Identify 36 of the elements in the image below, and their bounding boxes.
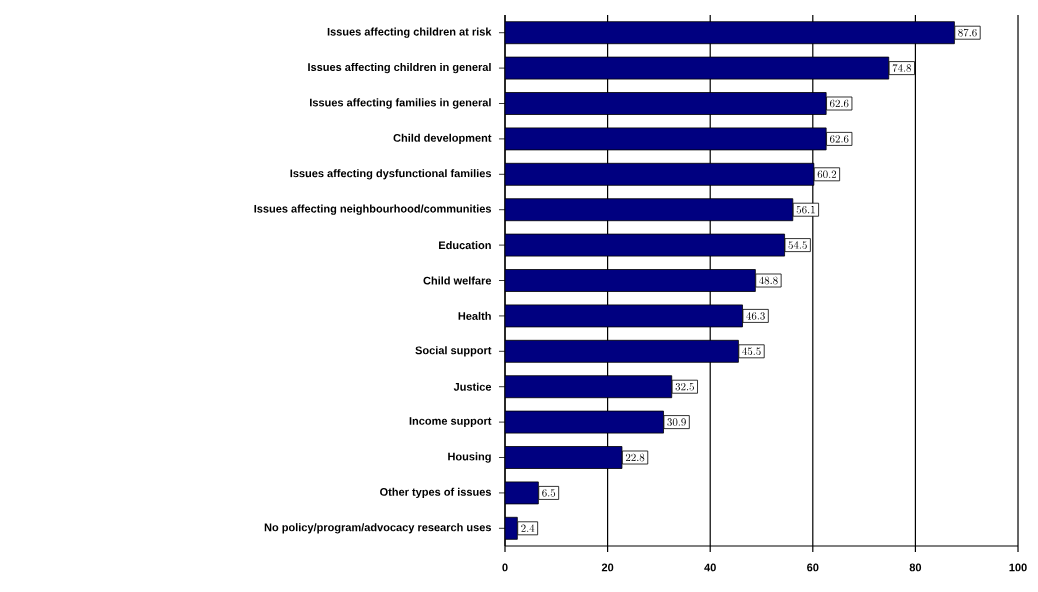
- data-label: 62.6: [830, 135, 849, 143]
- y-tick-label: Income support: [409, 417, 492, 428]
- data-label: 54.5: [788, 241, 807, 249]
- x-tick-label: 20: [601, 563, 614, 572]
- y-tick-label: Health: [458, 311, 491, 320]
- y-tick-label: Education: [439, 241, 491, 250]
- y-tick-label: No policy/program/advocacy research uses: [264, 523, 492, 534]
- y-tick-label: Issues affecting neighbourhood/communities: [254, 204, 492, 215]
- y-tick-label: Issues affecting dysfunctional families: [290, 169, 492, 180]
- y-tick-label: Social support: [415, 346, 492, 357]
- data-label: 48.8: [759, 276, 778, 285]
- y-tick-label: Justice: [453, 382, 492, 391]
- x-tick-label: 100: [1009, 563, 1027, 572]
- y-tick-label: Child development: [393, 133, 492, 145]
- y-tick-label: Housing: [448, 452, 491, 463]
- data-label: 2.4: [521, 524, 535, 532]
- x-tick-label: 60: [807, 563, 819, 572]
- data-label: 22.8: [625, 453, 645, 462]
- y-tick-label: Issues affecting children in general: [308, 62, 491, 74]
- data-label: 87.6: [958, 28, 977, 37]
- y-tick-label: Other types of issues: [380, 487, 492, 499]
- data-label: 6.5: [542, 489, 556, 497]
- data-label: 45.5: [742, 347, 761, 356]
- x-tick-label: 0: [502, 563, 508, 572]
- y-tick-label: Issues affecting children at risk: [327, 27, 492, 38]
- y-tick-label: Issues affecting families in general: [310, 98, 491, 109]
- data-label: 74.8: [892, 64, 912, 72]
- data-label: 32.5: [675, 382, 694, 391]
- data-label: 56. 1: [796, 205, 815, 214]
- x-tick-label: 80: [909, 563, 922, 572]
- data-label: 62.6: [830, 99, 849, 108]
- data-label: 60.2: [817, 170, 837, 179]
- x-tick-label: 40: [704, 563, 716, 572]
- data-label: 46.3: [746, 312, 765, 320]
- y-tick-label: Child welfare: [423, 276, 492, 285]
- data-label: 30.9: [667, 418, 686, 426]
